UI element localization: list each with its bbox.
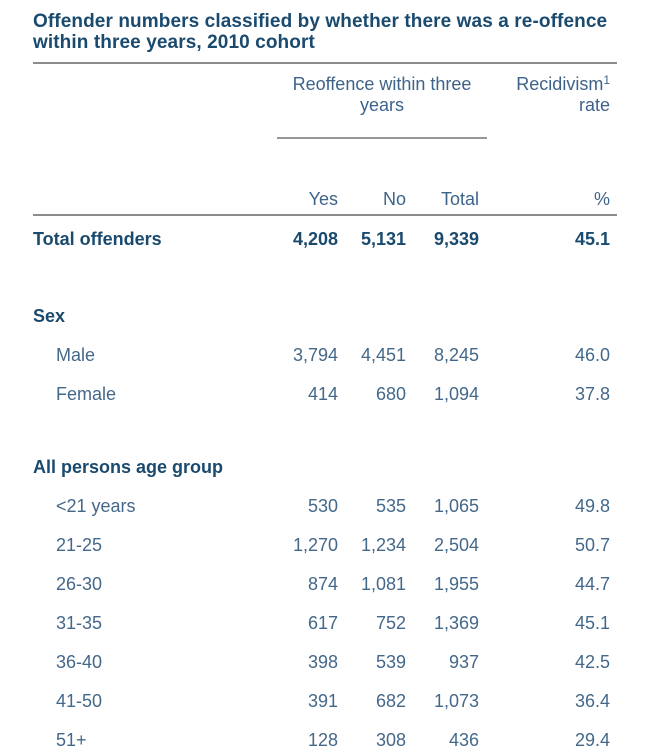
cell-no: 680 <box>375 384 406 404</box>
group-header-spacer <box>33 74 277 116</box>
column-header-rate: % <box>593 189 610 209</box>
cell-yes: 874 <box>307 574 338 594</box>
column-header-row: Yes No Total % <box>33 189 617 209</box>
row-label: <21 years <box>56 496 136 516</box>
recidivism-label: Recidivism <box>516 74 604 94</box>
cell-total: 9,339 <box>433 228 479 249</box>
cell-no: 682 <box>375 691 406 711</box>
cell-yes: 3,794 <box>292 345 338 365</box>
table-row-female: Female 414 680 1,094 37.8 <box>33 375 617 414</box>
row-label: 31-35 <box>56 613 103 633</box>
table-row-41-50: 41-50 391 682 1,073 36.4 <box>33 682 617 721</box>
cell-yes: 530 <box>307 496 338 516</box>
cell-rate: 37.8 <box>574 384 610 404</box>
cell-total: 1,073 <box>433 691 479 711</box>
cell-no: 1,081 <box>360 574 406 594</box>
cell-yes: 4,208 <box>292 228 338 249</box>
table-rule-top <box>33 62 617 64</box>
cell-total: 2,504 <box>433 535 479 555</box>
cell-total: 436 <box>448 730 479 750</box>
table-row-31-35: 31-35 617 752 1,369 45.1 <box>33 604 617 643</box>
section-heading-sex: Sex <box>33 297 617 336</box>
group-header-reoffence: Reoffence within three years <box>292 74 472 115</box>
row-label: Female <box>56 384 117 404</box>
cell-total: 8,245 <box>433 345 479 365</box>
column-header-yes: Yes <box>308 189 338 209</box>
table-row-total-offenders: Total offenders 4,208 5,131 9,339 45.1 <box>33 218 617 260</box>
table-row-36-40: 36-40 398 539 937 42.5 <box>33 643 617 682</box>
row-label: 41-50 <box>56 691 103 711</box>
row-label: Total offenders <box>33 228 162 249</box>
table-row-26-30: 26-30 874 1,081 1,955 44.7 <box>33 565 617 604</box>
group-header-recidivism: Recidivism1 rate <box>487 74 617 116</box>
row-label: 36-40 <box>56 652 103 672</box>
recidivism-rate-label: rate <box>578 95 610 115</box>
cell-rate: 46.0 <box>574 345 610 365</box>
table-rule-reoffence-span <box>277 137 487 139</box>
cell-yes: 414 <box>307 384 338 404</box>
column-header-total: Total <box>440 189 479 209</box>
cell-rate: 45.1 <box>574 613 610 633</box>
cell-rate: 50.7 <box>574 535 610 555</box>
table-rule-header <box>33 214 617 216</box>
cell-no: 4,451 <box>360 345 406 365</box>
footnote-marker: 1 <box>603 73 610 87</box>
table-row-male: Male 3,794 4,451 8,245 46.0 <box>33 336 617 375</box>
cell-yes: 617 <box>307 613 338 633</box>
cell-total: 1,369 <box>433 613 479 633</box>
cell-total: 1,955 <box>433 574 479 594</box>
section-heading-label: All persons age group <box>33 457 224 477</box>
table-content: Offender numbers classified by whether t… <box>33 0 617 756</box>
cell-total: 1,065 <box>433 496 479 516</box>
cell-no: 752 <box>375 613 406 633</box>
row-label: 51+ <box>56 730 87 750</box>
cell-rate: 36.4 <box>574 691 610 711</box>
cell-yes: 398 <box>307 652 338 672</box>
cell-yes: 391 <box>307 691 338 711</box>
section-heading-label: Sex <box>33 306 66 326</box>
table-row-under-21: <21 years 530 535 1,065 49.8 <box>33 487 617 526</box>
cell-rate: 49.8 <box>574 496 610 516</box>
page-title: Offender numbers classified by whether t… <box>33 11 608 53</box>
cell-rate: 29.4 <box>574 730 610 750</box>
cell-no: 308 <box>375 730 406 750</box>
cell-no: 1,234 <box>360 535 406 555</box>
cell-no: 5,131 <box>360 228 406 249</box>
cell-total: 937 <box>448 652 479 672</box>
table-row-51-plus: 51+ 128 308 436 29.4 <box>33 721 617 756</box>
column-group-header-row: Reoffence within three years Recidivism1… <box>33 74 617 116</box>
cell-no: 535 <box>375 496 406 516</box>
row-label: Male <box>56 345 96 365</box>
table-row-21-25: 21-25 1,270 1,234 2,504 50.7 <box>33 526 617 565</box>
cell-no: 539 <box>375 652 406 672</box>
section-heading-age-group: All persons age group <box>33 448 617 487</box>
cell-yes: 1,270 <box>292 535 338 555</box>
cell-yes: 128 <box>307 730 338 750</box>
cell-rate: 44.7 <box>574 574 610 594</box>
cell-total: 1,094 <box>433 384 479 404</box>
cell-rate: 42.5 <box>574 652 610 672</box>
row-label: 26-30 <box>56 574 103 594</box>
row-label: 21-25 <box>56 535 103 555</box>
cell-rate: 45.1 <box>574 228 610 249</box>
column-header-no: No <box>382 189 406 209</box>
